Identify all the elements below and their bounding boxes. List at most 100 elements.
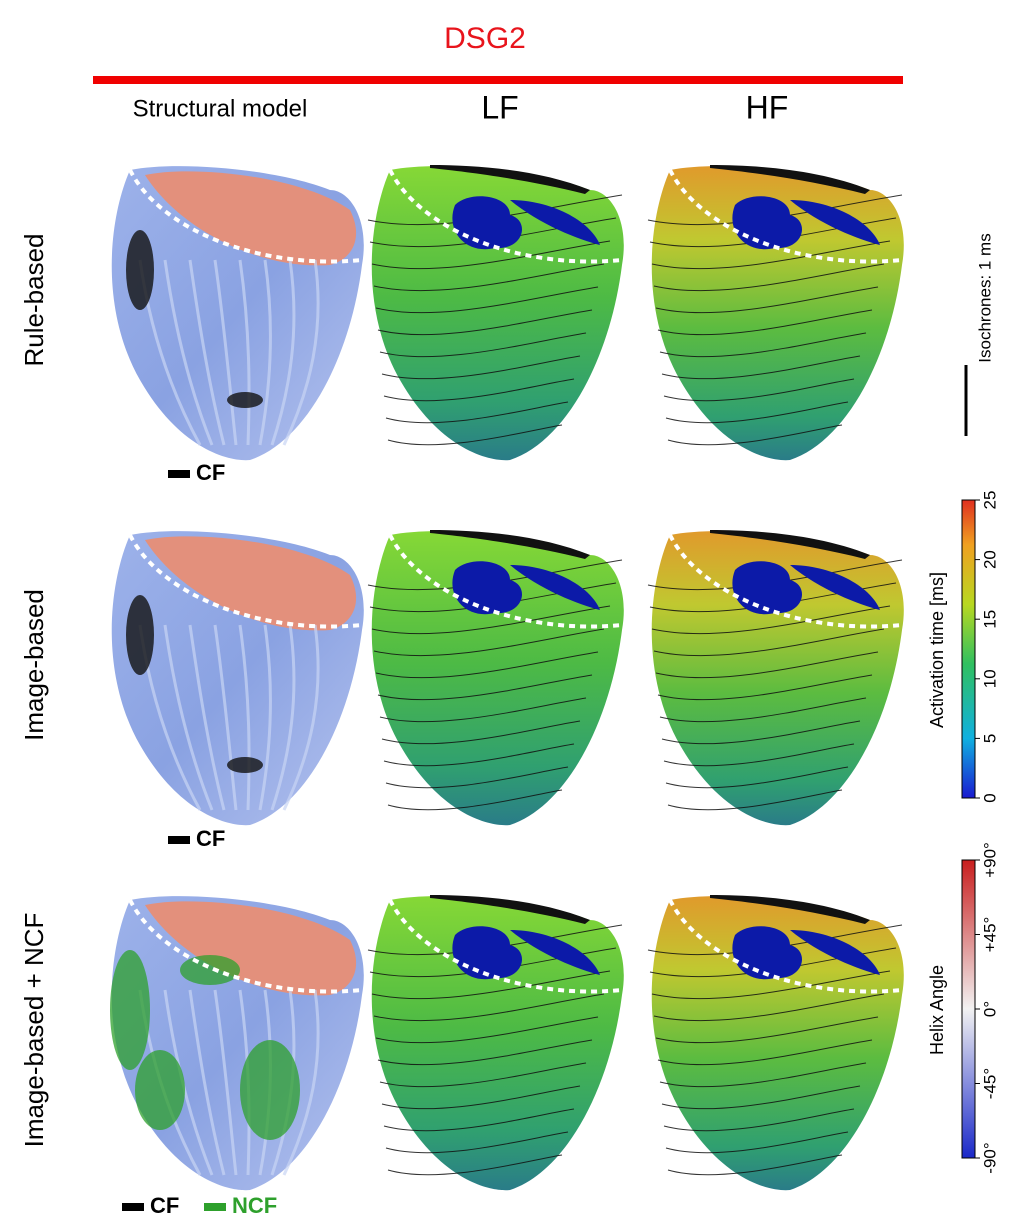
isochrone — [375, 1016, 599, 1044]
colorbar-tick-label: 10 — [980, 669, 999, 688]
valve-outline — [388, 899, 623, 994]
ncf-patch — [110, 950, 150, 1070]
isochrone — [667, 789, 843, 811]
valve-outline — [128, 899, 363, 994]
isochrone-label: Isochrones: 1 ms — [975, 233, 994, 362]
cf-patch — [126, 595, 154, 675]
isochrone — [379, 697, 587, 723]
fiber-stroke — [282, 624, 320, 811]
valve-outline — [128, 534, 363, 629]
endocardium — [145, 171, 357, 266]
isochrone — [657, 1039, 873, 1066]
scar — [510, 930, 600, 975]
scar — [732, 561, 802, 615]
legend-swatch — [204, 1203, 226, 1211]
colorbar-tick-label: -90° — [980, 1142, 999, 1173]
row-label: Rule-based — [19, 234, 49, 367]
heart-view — [647, 530, 904, 826]
scar — [732, 196, 802, 250]
scar — [510, 200, 600, 245]
isochrone — [665, 1131, 849, 1154]
isochrone — [387, 424, 563, 446]
isochrone — [651, 970, 891, 1000]
isochrone — [371, 970, 611, 1000]
legend-swatch — [168, 470, 190, 478]
isochrone — [659, 697, 867, 723]
heart-view — [111, 166, 364, 461]
isochrone — [663, 378, 855, 402]
scar — [430, 895, 590, 924]
scar — [710, 165, 870, 194]
activation-colorbar — [961, 499, 976, 799]
isochrone — [655, 651, 879, 679]
isochrone — [651, 605, 891, 635]
isochrone — [383, 378, 575, 402]
heart-surface — [371, 896, 624, 1191]
cf-patch — [227, 757, 263, 773]
isochrone — [653, 628, 885, 657]
column-header: Structural model — [133, 95, 308, 122]
isochrone — [653, 263, 885, 292]
fiber-stroke — [188, 624, 226, 811]
isochrone — [659, 332, 867, 358]
legend-swatch — [122, 1203, 144, 1211]
heart-view — [111, 531, 364, 826]
fiber-stroke — [163, 259, 214, 446]
cf-patch — [126, 230, 154, 310]
title-rule — [93, 76, 903, 84]
isochrone — [381, 1085, 581, 1110]
colorbar-tick-label: 0° — [980, 1001, 999, 1017]
activation-label: Activation time [ms] — [927, 572, 947, 728]
legend-label: CF — [150, 1193, 179, 1218]
figure-title: DSG2 — [444, 22, 526, 55]
row-label: Image-based + NCF — [19, 913, 49, 1148]
isochrone — [661, 355, 861, 380]
scar — [710, 895, 870, 924]
scar — [732, 926, 802, 980]
isochrone — [387, 1154, 563, 1176]
cf-patch — [227, 392, 263, 408]
isochrone — [377, 674, 593, 701]
valve-outline — [128, 169, 363, 264]
valve-outline — [668, 899, 903, 994]
colorbar-tick-label: 5 — [980, 734, 999, 743]
isochrone — [373, 993, 605, 1022]
isochrone — [661, 720, 861, 745]
fiber-stroke — [213, 624, 238, 811]
isochrone — [383, 1108, 575, 1132]
heart-view — [367, 165, 624, 461]
legend-label: NCF — [232, 1193, 277, 1218]
isochrone — [657, 309, 873, 336]
fiber-stroke — [213, 259, 238, 446]
isochrone — [375, 651, 599, 679]
isochrone — [373, 628, 605, 657]
scar — [790, 200, 880, 245]
isochrone — [653, 993, 885, 1022]
isochrone — [663, 1108, 855, 1132]
scar — [430, 165, 590, 194]
isochrone — [661, 1085, 861, 1110]
isochrone — [371, 605, 611, 635]
heart-view — [110, 896, 364, 1191]
isochrone — [383, 743, 575, 767]
colorbar-tick-label: +90° — [980, 842, 999, 878]
endocardium — [145, 901, 357, 996]
isochrone — [377, 1039, 593, 1066]
valve-outline — [388, 169, 623, 264]
fiber-stroke — [258, 624, 272, 811]
fiber-stroke — [282, 259, 320, 446]
isochrone — [387, 789, 563, 811]
fiber-stroke — [270, 624, 296, 811]
colorbar-tick-label: -45° — [980, 1068, 999, 1099]
valve-outline — [388, 534, 623, 629]
scar — [430, 530, 590, 559]
column-header: HF — [746, 89, 789, 125]
helix-colorbar — [961, 859, 976, 1159]
isochrone — [375, 286, 599, 314]
colorbar-tick-label: 0 — [980, 793, 999, 802]
ncf-patch — [180, 955, 240, 985]
isochrone — [651, 240, 891, 270]
helix-label: Helix Angle — [927, 965, 947, 1055]
isochrone — [655, 286, 879, 314]
